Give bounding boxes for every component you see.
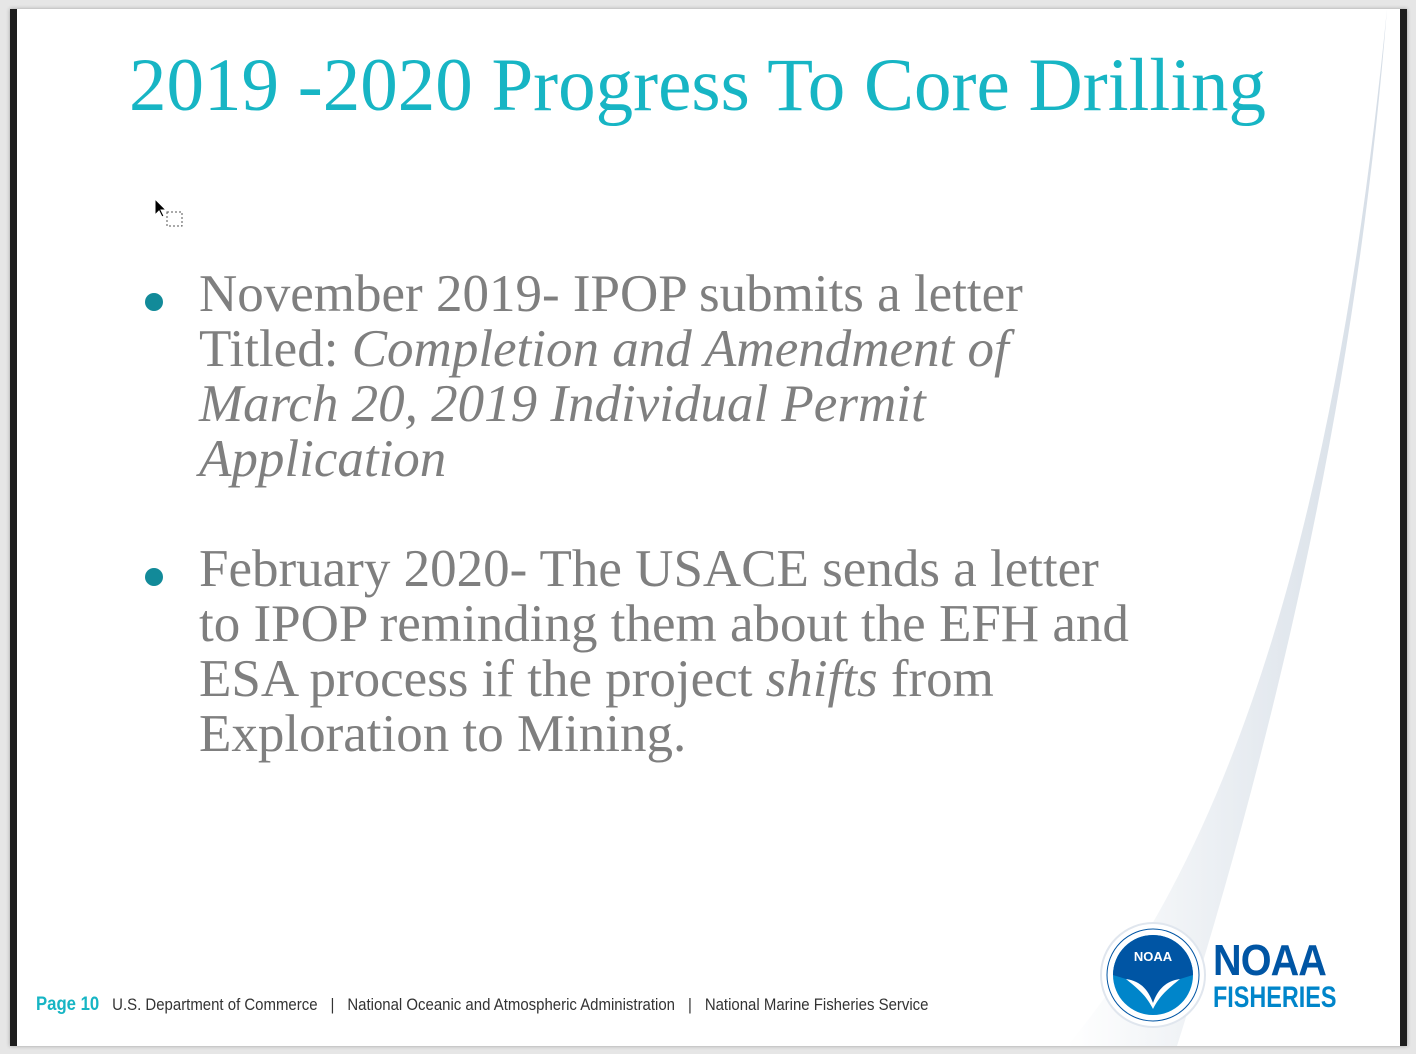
footer-separator: | [687, 995, 692, 1014]
bullet-text: February 2020- The USACE sends a letter … [199, 540, 1129, 708]
logo-noaa: NOAA [1213, 936, 1327, 985]
slide: 2019 -2020 Progress To Core Drilling Nov… [10, 9, 1407, 1046]
bullet-item: November 2019- IPOP submits a letter Tit… [137, 267, 1137, 487]
slide-title: 2019 -2020 Progress To Core Drilling [129, 44, 1267, 127]
bullet-dot-icon [145, 568, 163, 586]
background-swoosh [1067, 9, 1400, 1046]
footer-noaa: National Oceanic and Atmospheric Adminis… [347, 995, 675, 1014]
footer-dept: U.S. Department of Commerce [112, 995, 318, 1014]
bullet-text-tail: from Exploration to Mining. [199, 650, 994, 763]
footer-nmfs: National Marine Fisheries Service [704, 995, 929, 1014]
noaa-seal-icon: NOAA [1100, 922, 1206, 1028]
page-number: Page 10 [36, 994, 100, 1015]
bullet-list: November 2019- IPOP submits a letter Tit… [137, 267, 1137, 817]
seal-text: NOAA [1134, 949, 1173, 964]
logo-fisheries: FISHERIES [1213, 981, 1337, 1014]
mouse-cursor-icon [154, 197, 183, 227]
bullet-dot-icon [145, 293, 163, 311]
emphasis-text: shifts [765, 650, 878, 708]
footer: Page 10 U.S. Department of Commerce | Na… [36, 994, 928, 1016]
bullet-text: November 2019- IPOP submits a letter Tit… [199, 265, 1023, 378]
bullet-item: February 2020- The USACE sends a letter … [137, 542, 1137, 762]
noaa-fisheries-logo: NOAA FISHERIES [1213, 939, 1371, 1013]
letter-title: Completion and Amendment of March 20, 20… [199, 320, 1009, 488]
footer-separator: | [330, 995, 335, 1014]
